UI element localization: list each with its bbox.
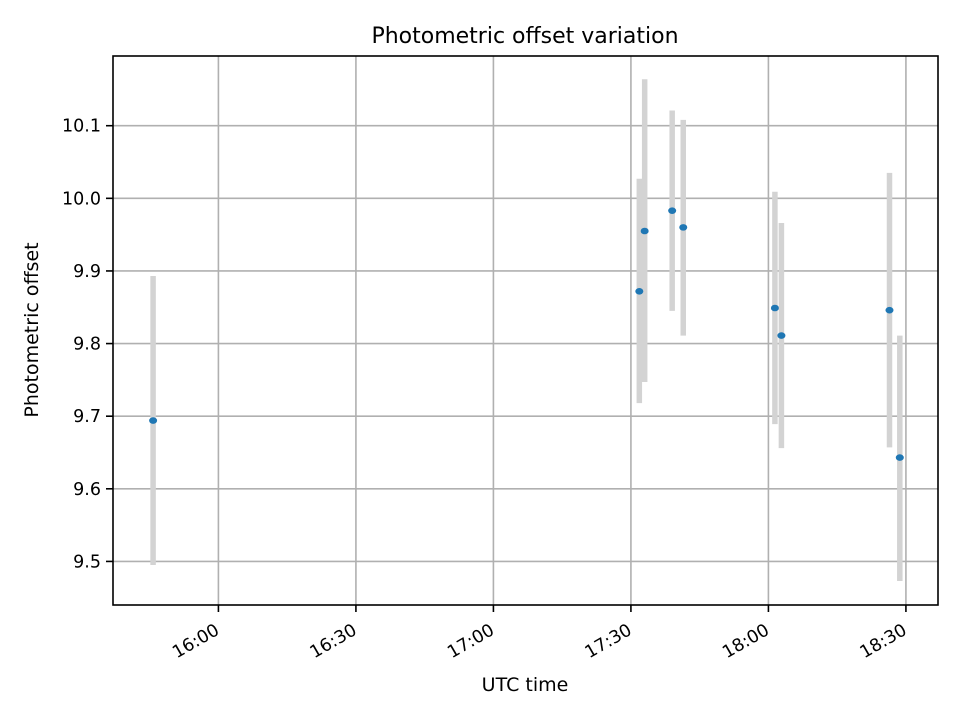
x-tick-label: 18:00 xyxy=(719,620,773,663)
y-tick-label: 9.5 xyxy=(73,552,101,572)
data-point xyxy=(635,287,644,295)
y-tick-label: 10.0 xyxy=(62,189,101,209)
data-point xyxy=(668,207,677,214)
grid xyxy=(113,56,938,605)
data-point xyxy=(777,332,786,339)
x-tick-label: 17:30 xyxy=(582,620,636,663)
y-tick-label: 9.9 xyxy=(73,262,101,282)
x-tick-label: 18:30 xyxy=(857,620,911,663)
data-point xyxy=(885,306,894,314)
y-tick-label: 9.8 xyxy=(73,335,101,355)
x-tick-label: 16:00 xyxy=(169,620,223,663)
y-tick-label: 9.7 xyxy=(73,407,101,427)
y-axis-label: Photometric offset xyxy=(21,242,43,417)
plot-frame xyxy=(112,55,939,606)
data-point xyxy=(770,304,779,312)
y-tick-label: 10.1 xyxy=(62,117,101,137)
data-point xyxy=(895,454,904,461)
x-axis-label: UTC time xyxy=(482,674,569,696)
x-tick-label: 16:30 xyxy=(307,620,361,663)
x-axis-ticks: 16:00 16:30 17:00 17:30 18:00 18:30 xyxy=(169,605,910,663)
data-point xyxy=(149,417,158,424)
error-bars xyxy=(150,79,903,582)
data-points xyxy=(149,207,904,461)
y-tick-label: 9.6 xyxy=(73,480,101,500)
data-point xyxy=(679,224,688,231)
chart-title: Photometric offset variation xyxy=(371,24,678,49)
data-point xyxy=(640,227,649,235)
x-tick-label: 17:00 xyxy=(444,620,498,663)
y-axis-ticks: 9.5 9.6 9.7 9.8 9.9 10.0 10.1 xyxy=(62,117,113,572)
